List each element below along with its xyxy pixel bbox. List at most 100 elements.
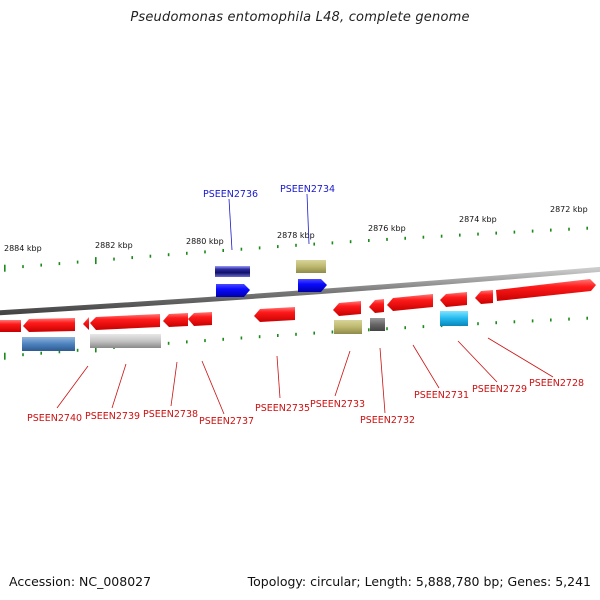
minor-tick [149,254,152,258]
gene-arrow-red[interactable] [475,290,493,304]
gene-arrow-red[interactable] [440,292,467,307]
minor-tick [513,230,516,234]
minor-tick [258,246,261,250]
kbp-label: 2872 kbp [550,205,588,214]
minor-tick [568,317,570,321]
minor-tick [258,335,261,339]
gene-feature-navy[interactable] [215,266,250,277]
minor-tick [495,321,497,325]
minor-tick [386,237,388,241]
minor-tick [531,319,534,323]
major-tick [4,264,6,272]
major-tick [4,352,6,360]
minor-tick [368,239,370,242]
minor-tick [422,235,425,239]
gene-label[interactable]: PSEEN2736 [203,189,258,200]
minor-tick [531,229,534,233]
minor-tick [313,242,315,246]
kbp-label: 2876 kbp [368,224,406,233]
minor-tick [550,318,552,322]
gene-label[interactable]: PSEEN2735 [255,403,310,414]
reverse-strand-genes [0,290,493,351]
gene-label[interactable]: PSEEN2731 [414,390,469,401]
gene-arrow-red[interactable] [496,279,596,301]
minor-tick [404,326,406,330]
gene-feature-steelblue[interactable] [22,337,75,351]
minor-tick [113,257,115,261]
gene-feature-silver[interactable] [90,334,161,348]
gene-label[interactable]: PSEEN2729 [472,384,527,395]
minor-tick [422,325,425,329]
minor-tick [277,334,279,337]
minor-tick [513,320,516,324]
gene-feature-olive[interactable] [334,320,362,334]
genome-title: Pseudomonas entomophila L48, complete ge… [130,10,470,25]
tick-row-top [4,226,588,272]
minor-tick [295,243,297,247]
gene-arrow-red[interactable] [254,307,295,322]
kbp-scale: 2884 kbp 2882 kbp 2880 kbp 2878 kbp 2876… [4,205,588,253]
minor-tick [404,236,406,240]
minor-tick [222,337,224,341]
gene-feature-cyan[interactable] [440,311,468,326]
minor-tick [186,251,188,255]
gene-label[interactable]: PSEEN2738 [143,409,198,420]
minor-tick [240,336,243,340]
minor-tick [76,260,79,264]
forward-strand-genes [215,260,596,301]
gene-labels-bottom: PSEEN2740 PSEEN2739 PSEEN2738 PSEEN2737 … [27,378,584,427]
minor-tick [277,245,279,249]
minor-tick [586,226,588,230]
gene-arrow-red[interactable] [188,312,212,326]
minor-tick [495,231,497,235]
major-tick [95,345,97,353]
gene-label[interactable]: PSEEN2739 [85,411,140,422]
gene-feature-olive[interactable] [296,260,326,273]
gene-label[interactable]: PSEEN2734 [280,184,335,195]
minor-tick [477,322,479,326]
gene-label[interactable]: PSEEN2732 [360,415,415,426]
minor-tick [22,265,24,269]
minor-tick [349,240,352,244]
gene-arrow-red[interactable] [163,313,188,327]
topology-text: Topology: circular; Length: 5,888,780 bp… [247,574,591,589]
minor-tick [204,250,206,254]
minor-tick [331,241,334,245]
minor-tick [222,249,224,252]
gene-arrow-red[interactable] [369,299,384,313]
minor-tick [22,353,24,357]
accession-text: Accession: NC_008027 [9,574,152,589]
kbp-label: 2878 kbp [277,231,315,240]
minor-tick [58,262,61,266]
minor-tick [368,328,370,332]
gene-arrow-red[interactable] [23,318,75,332]
gene-label[interactable]: PSEEN2728 [529,378,584,389]
minor-tick [204,339,206,343]
kbp-label: 2884 kbp [4,244,42,253]
gene-arrow-red[interactable] [333,301,361,316]
gene-labels-top: PSEEN2736 PSEEN2734 [203,184,335,200]
kbp-label: 2874 kbp [459,215,497,224]
minor-tick [459,233,461,237]
gene-arrow-red[interactable] [90,314,160,330]
gene-feature-gray[interactable] [370,318,385,331]
gene-arrow-red[interactable] [0,320,21,332]
minor-tick [131,256,133,260]
minor-tick [40,351,42,355]
gene-arrow-blue[interactable] [216,284,250,297]
gene-arrow-blue[interactable] [298,279,327,292]
minor-tick [550,228,552,232]
gene-label[interactable]: PSEEN2733 [310,399,365,410]
minor-tick [313,331,315,335]
minor-tick [240,247,243,251]
label-leaders [56,193,554,415]
gene-arrow-red[interactable] [387,294,433,311]
gene-label[interactable]: PSEEN2740 [27,413,82,424]
kbp-label: 2882 kbp [95,241,133,250]
minor-tick [386,327,388,331]
minor-tick [167,253,170,257]
gene-label[interactable]: PSEEN2737 [199,416,254,427]
gene-arrow-red[interactable] [83,317,89,330]
minor-tick [186,340,188,344]
